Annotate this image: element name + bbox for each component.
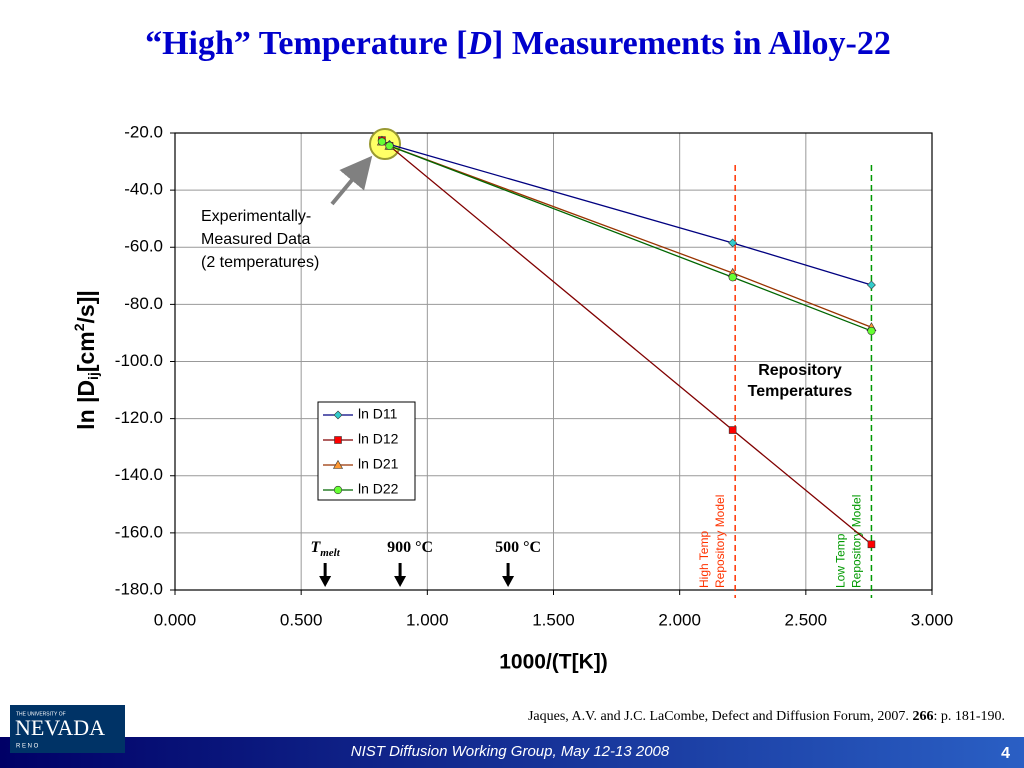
marker xyxy=(728,273,737,282)
legend-marker xyxy=(334,436,342,444)
reference-label-line: Low Temp xyxy=(834,533,848,588)
x-tick-label: 1.500 xyxy=(532,610,575,629)
temperature-label: 900 °C xyxy=(387,539,433,556)
y-axis-label-part: /s]| xyxy=(73,290,99,323)
logo-top: THE UNIVERSITY OF xyxy=(16,711,66,717)
logo-bottom: R E N O xyxy=(16,744,39,750)
legend-label: ln D21 xyxy=(358,456,399,472)
page-number: 4 xyxy=(1001,745,1010,762)
title-part: D xyxy=(466,25,492,62)
x-axis-label: 1000/(T[K]) xyxy=(499,651,608,674)
y-tick-label: -80.0 xyxy=(124,294,163,313)
citation-part: 266 xyxy=(912,709,933,724)
y-tick-label: -60.0 xyxy=(124,237,163,256)
y-tick-label: -100.0 xyxy=(115,351,163,370)
x-tick-label: 2.000 xyxy=(658,610,701,629)
x-tick-label: 3.000 xyxy=(911,610,954,629)
plot-frame xyxy=(174,132,933,591)
y-tick-label: -140.0 xyxy=(115,465,163,484)
legend-marker xyxy=(333,485,343,495)
marker xyxy=(728,238,738,248)
y-tick-label: -20.0 xyxy=(124,122,163,141)
temperature-arrowhead xyxy=(394,576,407,587)
x-tick-label: 2.500 xyxy=(785,610,828,629)
marker xyxy=(867,540,876,549)
x-tick-label: 1.000 xyxy=(406,610,449,629)
legend-label: ln D22 xyxy=(358,481,399,497)
annotation: Temperatures xyxy=(748,383,853,400)
temperature-arrowhead xyxy=(319,576,332,587)
marker xyxy=(385,141,394,150)
legend-label: ln D12 xyxy=(358,431,399,447)
temperature-label-part: 500 °C xyxy=(495,539,541,556)
y-tick-label: -40.0 xyxy=(124,180,163,199)
temperature-label-part: 900 °C xyxy=(387,539,433,556)
annotation: Experimentally- xyxy=(201,208,311,225)
temperature-label: Tmelt xyxy=(310,539,340,559)
title-part: “High” Temperature [ xyxy=(145,25,467,62)
temperature-label: 500 °C xyxy=(495,539,541,556)
y-tick-label: -180.0 xyxy=(115,579,163,598)
reference-label-line: Repository Model xyxy=(713,495,727,588)
marker xyxy=(867,326,876,336)
marker xyxy=(867,280,876,290)
y-axis-label-part: ln |D xyxy=(73,380,99,430)
plot: -20.0 -40.0 -60.0 -80.0 -100.0 -120.0 -140.0 -1… xyxy=(71,122,954,673)
footer-bar xyxy=(0,737,1024,768)
reference-label: High Temp Repository Model xyxy=(697,495,727,588)
annotation: Measured Data xyxy=(201,231,310,248)
citation-part: Jaques, A.V. and J.C. LaCombe, Defect an… xyxy=(528,709,912,724)
temperature-arrowhead xyxy=(502,576,515,587)
annotation: (2 temperatures) xyxy=(201,254,319,271)
x-tick-label: 0.500 xyxy=(280,610,323,629)
y-axis-label-part: [cm xyxy=(73,331,99,372)
logo-name: NEVADA xyxy=(15,715,105,740)
y-tick-label: -120.0 xyxy=(115,408,163,427)
y-axis-label-part: ij xyxy=(85,372,101,380)
slide-title: “High” Temperature [D] Measurements in A… xyxy=(145,25,891,62)
y-tick-label: -160.0 xyxy=(115,522,163,541)
legend-marker xyxy=(333,410,343,420)
reference-label-line: High Temp xyxy=(697,531,711,588)
annotation: Repository xyxy=(758,362,842,379)
logo-box xyxy=(10,705,125,753)
y-axis-label-part: 2 xyxy=(71,323,87,331)
annotation-arrow xyxy=(330,155,373,206)
marker xyxy=(377,137,387,146)
reference-label: Low Temp Repository Model xyxy=(834,495,864,588)
legend-box xyxy=(317,401,416,501)
citation: Jaques, A.V. and J.C. LaCombe, Defect an… xyxy=(528,709,1005,724)
temperature-label-part: T xyxy=(310,539,321,556)
temperature-label-part: melt xyxy=(320,547,340,559)
x-tick-label: 0.000 xyxy=(154,610,197,629)
y-axis-label: ln |Dij[cm2/s]| xyxy=(71,290,101,430)
title-part: ] Measurements in Alloy-22 xyxy=(492,25,891,62)
marker xyxy=(728,426,737,434)
citation-part: : p. 181-190. xyxy=(933,709,1005,724)
reference-label-line: Repository Model xyxy=(850,495,864,588)
legend-marker xyxy=(332,459,344,469)
footer-text: NIST Diffusion Working Group, May 12-13 … xyxy=(351,743,670,760)
legend-label: ln D11 xyxy=(358,406,398,422)
